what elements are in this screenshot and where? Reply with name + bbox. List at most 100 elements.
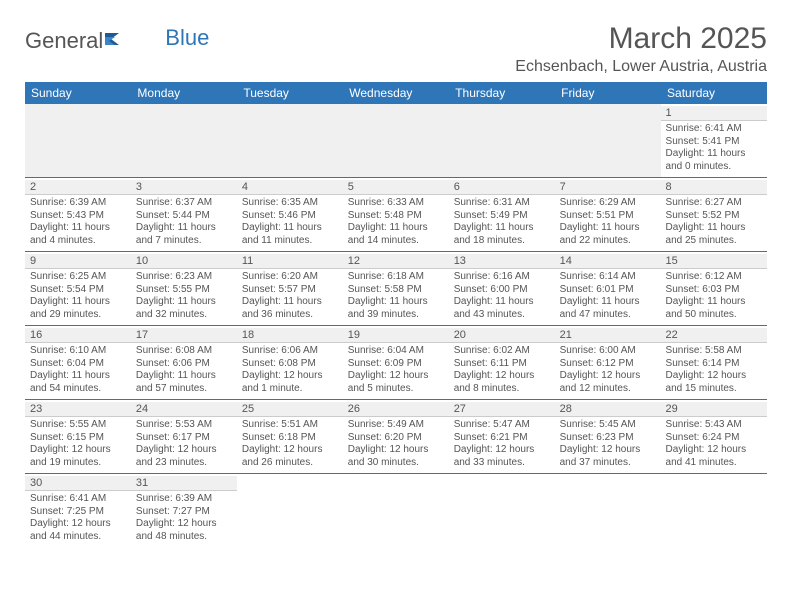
day-detail-dl1: Daylight: 12 hours (348, 444, 444, 457)
day-detail-dl1: Daylight: 11 hours (242, 222, 338, 235)
day-detail-ss: Sunset: 5:41 PM (666, 136, 762, 149)
calendar-day-cell: 16Sunrise: 6:10 AMSunset: 6:04 PMDayligh… (25, 326, 131, 400)
calendar-day-cell: 17Sunrise: 6:08 AMSunset: 6:06 PMDayligh… (131, 326, 237, 400)
day-detail-ss: Sunset: 6:23 PM (560, 432, 656, 445)
day-detail-dl1: Daylight: 12 hours (666, 444, 762, 457)
day-number: 13 (449, 254, 555, 269)
logo-flag-icon (105, 29, 127, 55)
day-number: 28 (555, 402, 661, 417)
day-detail-sr: Sunrise: 6:41 AM (666, 123, 762, 136)
day-detail-dl2: and 23 minutes. (136, 457, 232, 470)
day-detail-dl1: Daylight: 12 hours (242, 370, 338, 383)
calendar-day-cell: 2Sunrise: 6:39 AMSunset: 5:43 PMDaylight… (25, 178, 131, 252)
day-number: 3 (131, 180, 237, 195)
day-number: 24 (131, 402, 237, 417)
day-detail-ss: Sunset: 5:51 PM (560, 210, 656, 223)
location-subtitle: Echsenbach, Lower Austria, Austria (515, 58, 767, 76)
calendar-day-cell (449, 104, 555, 178)
day-detail-ss: Sunset: 6:09 PM (348, 358, 444, 371)
day-detail-dl2: and 11 minutes. (242, 235, 338, 248)
calendar-day-cell: 21Sunrise: 6:00 AMSunset: 6:12 PMDayligh… (555, 326, 661, 400)
day-detail-dl2: and 44 minutes. (30, 531, 126, 544)
calendar-day-cell: 11Sunrise: 6:20 AMSunset: 5:57 PMDayligh… (237, 252, 343, 326)
day-detail-dl1: Daylight: 12 hours (454, 444, 550, 457)
day-number: 2 (25, 180, 131, 195)
day-header: Thursday (449, 82, 555, 104)
day-detail-sr: Sunrise: 5:45 AM (560, 419, 656, 432)
calendar-week-row: 9Sunrise: 6:25 AMSunset: 5:54 PMDaylight… (25, 252, 767, 326)
day-number: 4 (237, 180, 343, 195)
day-detail-dl2: and 48 minutes. (136, 531, 232, 544)
day-detail-ss: Sunset: 6:17 PM (136, 432, 232, 445)
day-detail-dl2: and 4 minutes. (30, 235, 126, 248)
calendar-week-row: 2Sunrise: 6:39 AMSunset: 5:43 PMDaylight… (25, 178, 767, 252)
day-header: Monday (131, 82, 237, 104)
day-detail-dl2: and 8 minutes. (454, 383, 550, 396)
calendar-day-cell (555, 104, 661, 178)
day-number: 16 (25, 328, 131, 343)
day-detail-dl1: Daylight: 11 hours (666, 148, 762, 161)
day-detail-dl1: Daylight: 12 hours (348, 370, 444, 383)
calendar-day-cell: 9Sunrise: 6:25 AMSunset: 5:54 PMDaylight… (25, 252, 131, 326)
calendar-day-cell: 7Sunrise: 6:29 AMSunset: 5:51 PMDaylight… (555, 178, 661, 252)
logo-text-blue: Blue (165, 25, 209, 51)
day-header: Friday (555, 82, 661, 104)
day-detail-dl2: and 19 minutes. (30, 457, 126, 470)
day-detail-dl2: and 14 minutes. (348, 235, 444, 248)
day-detail-dl1: Daylight: 11 hours (30, 370, 126, 383)
calendar-week-row: 1 Sunrise: 6:41 AMSunset: 5:41 PMDaylight… (25, 104, 767, 178)
day-detail-dl1: Daylight: 12 hours (560, 444, 656, 457)
day-detail-ss: Sunset: 6:15 PM (30, 432, 126, 445)
calendar-day-cell (661, 474, 767, 548)
day-number: 25 (237, 402, 343, 417)
day-detail-dl1: Daylight: 11 hours (560, 222, 656, 235)
calendar-day-cell: 18Sunrise: 6:06 AMSunset: 6:08 PMDayligh… (237, 326, 343, 400)
calendar-day-cell: 14Sunrise: 6:14 AMSunset: 6:01 PMDayligh… (555, 252, 661, 326)
day-number: 1 (661, 106, 767, 121)
day-detail-dl1: Daylight: 11 hours (136, 296, 232, 309)
day-detail-dl1: Daylight: 11 hours (348, 296, 444, 309)
day-detail-ss: Sunset: 6:01 PM (560, 284, 656, 297)
day-number: 9 (25, 254, 131, 269)
calendar-day-cell: 15Sunrise: 6:12 AMSunset: 6:03 PMDayligh… (661, 252, 767, 326)
calendar-day-cell: 30Sunrise: 6:41 AMSunset: 7:25 PMDayligh… (25, 474, 131, 548)
day-header-row: SundayMondayTuesdayWednesdayThursdayFrid… (25, 82, 767, 104)
day-detail-sr: Sunrise: 5:47 AM (454, 419, 550, 432)
day-detail-dl2: and 26 minutes. (242, 457, 338, 470)
day-detail-ss: Sunset: 7:25 PM (30, 506, 126, 519)
calendar-day-cell (237, 474, 343, 548)
day-number: 5 (343, 180, 449, 195)
day-number: 29 (661, 402, 767, 417)
day-detail-sr: Sunrise: 6:39 AM (30, 197, 126, 210)
day-detail-dl1: Daylight: 12 hours (30, 444, 126, 457)
day-detail-ss: Sunset: 5:44 PM (136, 210, 232, 223)
calendar-week-row: 23Sunrise: 5:55 AMSunset: 6:15 PMDayligh… (25, 400, 767, 474)
day-detail-dl1: Daylight: 11 hours (454, 296, 550, 309)
day-detail-dl2: and 57 minutes. (136, 383, 232, 396)
day-detail-ss: Sunset: 6:08 PM (242, 358, 338, 371)
day-number: 11 (237, 254, 343, 269)
day-detail-sr: Sunrise: 6:25 AM (30, 271, 126, 284)
day-detail-dl2: and 36 minutes. (242, 309, 338, 322)
day-detail-sr: Sunrise: 6:37 AM (136, 197, 232, 210)
day-detail-dl1: Daylight: 11 hours (30, 296, 126, 309)
day-detail-ss: Sunset: 6:12 PM (560, 358, 656, 371)
day-detail-dl1: Daylight: 12 hours (136, 444, 232, 457)
day-detail-ss: Sunset: 6:06 PM (136, 358, 232, 371)
day-detail-dl1: Daylight: 11 hours (666, 222, 762, 235)
day-header: Tuesday (237, 82, 343, 104)
day-detail-dl1: Daylight: 12 hours (454, 370, 550, 383)
calendar-day-cell (449, 474, 555, 548)
calendar-day-cell: 12Sunrise: 6:18 AMSunset: 5:58 PMDayligh… (343, 252, 449, 326)
day-detail-sr: Sunrise: 6:08 AM (136, 345, 232, 358)
calendar-day-cell: 23Sunrise: 5:55 AMSunset: 6:15 PMDayligh… (25, 400, 131, 474)
day-detail-dl2: and 41 minutes. (666, 457, 762, 470)
day-detail-dl2: and 0 minutes. (666, 161, 762, 174)
day-detail-dl1: Daylight: 11 hours (30, 222, 126, 235)
day-detail-dl1: Daylight: 11 hours (136, 222, 232, 235)
day-detail-dl1: Daylight: 11 hours (454, 222, 550, 235)
calendar-table: SundayMondayTuesdayWednesdayThursdayFrid… (25, 82, 767, 547)
calendar-day-cell: 31Sunrise: 6:39 AMSunset: 7:27 PMDayligh… (131, 474, 237, 548)
day-detail-ss: Sunset: 6:21 PM (454, 432, 550, 445)
calendar-day-cell (237, 104, 343, 178)
